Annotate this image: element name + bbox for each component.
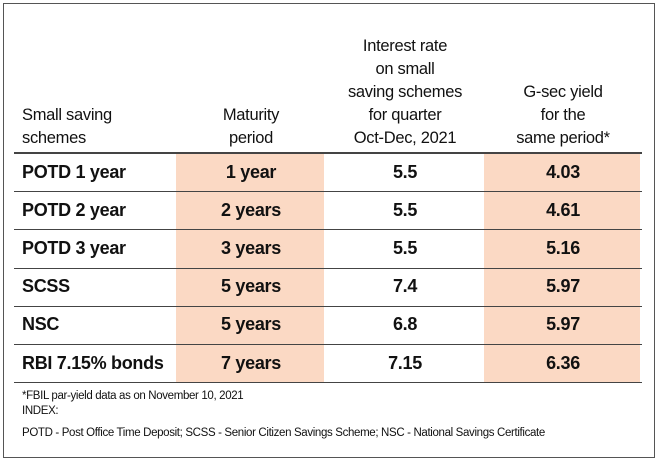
footnote: *FBIL par-yield data as on November 10, … (22, 390, 244, 402)
header-line: on small (375, 60, 435, 78)
footnote: INDEX: (22, 405, 59, 417)
table-cell: 1 year (225, 161, 277, 182)
header-line: Maturity (222, 106, 280, 124)
row-rule (14, 267, 642, 269)
table-cell: 5.5 (392, 199, 418, 220)
header-line: Interest rate (362, 37, 448, 55)
table-cell: 5 years (221, 314, 281, 335)
table-cell: 7 years (221, 352, 281, 373)
row-rule (14, 229, 642, 231)
table-cell: 5.97 (546, 314, 580, 335)
table-cell: 6.8 (392, 314, 418, 335)
table-cell: 7.4 (392, 276, 418, 297)
header-line: same period* (516, 129, 610, 147)
header-line: for the (540, 106, 586, 124)
header-rule (14, 152, 642, 154)
table-cell: NSC (22, 314, 60, 335)
table-cell: 6.36 (546, 352, 580, 373)
header-line: saving schemes (347, 83, 463, 101)
header-line: period (228, 129, 274, 147)
header-line: G-sec yield (523, 83, 603, 101)
row-rule (14, 191, 642, 193)
table-cell: 4.03 (546, 161, 580, 182)
row-rule (14, 305, 642, 307)
frame (3, 3, 655, 458)
header-line: Small saving (22, 106, 112, 124)
table-cell: POTD 3 year (22, 237, 126, 258)
table-cell: 4.61 (546, 199, 580, 220)
table-cell: POTD 1 year (22, 161, 126, 182)
header-cell: Interest rate on small saving schemes for q… (326, 14, 484, 150)
header-cell: Maturity period (176, 14, 326, 150)
table-cell: SCSS (22, 276, 70, 297)
header-line: for quarter (368, 106, 442, 124)
table-cell: RBI 7.15% bonds (22, 352, 164, 373)
table-cell: 3 years (221, 237, 281, 258)
header-line: Oct-Dec, 2021 (353, 129, 457, 147)
table-cell: 5.5 (392, 237, 418, 258)
header-line: schemes (22, 129, 86, 147)
header-cell: G-sec yield for the same period* (484, 14, 642, 150)
row-rule (14, 344, 642, 345)
table-cell: POTD 2 year (22, 199, 126, 220)
table-cell: 5.5 (392, 161, 418, 182)
header-cell: Small saving schemes (22, 14, 176, 150)
table-cell: 5.97 (546, 276, 580, 297)
row-rule (14, 382, 642, 384)
footnote: POTD - Post Office Time Deposit; SCSS - … (22, 427, 545, 439)
table-cell: 5 years (221, 276, 281, 297)
table-cell: 2 years (221, 199, 281, 220)
table-cell: 7.15 (388, 352, 422, 373)
table-cell: 5.16 (546, 237, 580, 258)
